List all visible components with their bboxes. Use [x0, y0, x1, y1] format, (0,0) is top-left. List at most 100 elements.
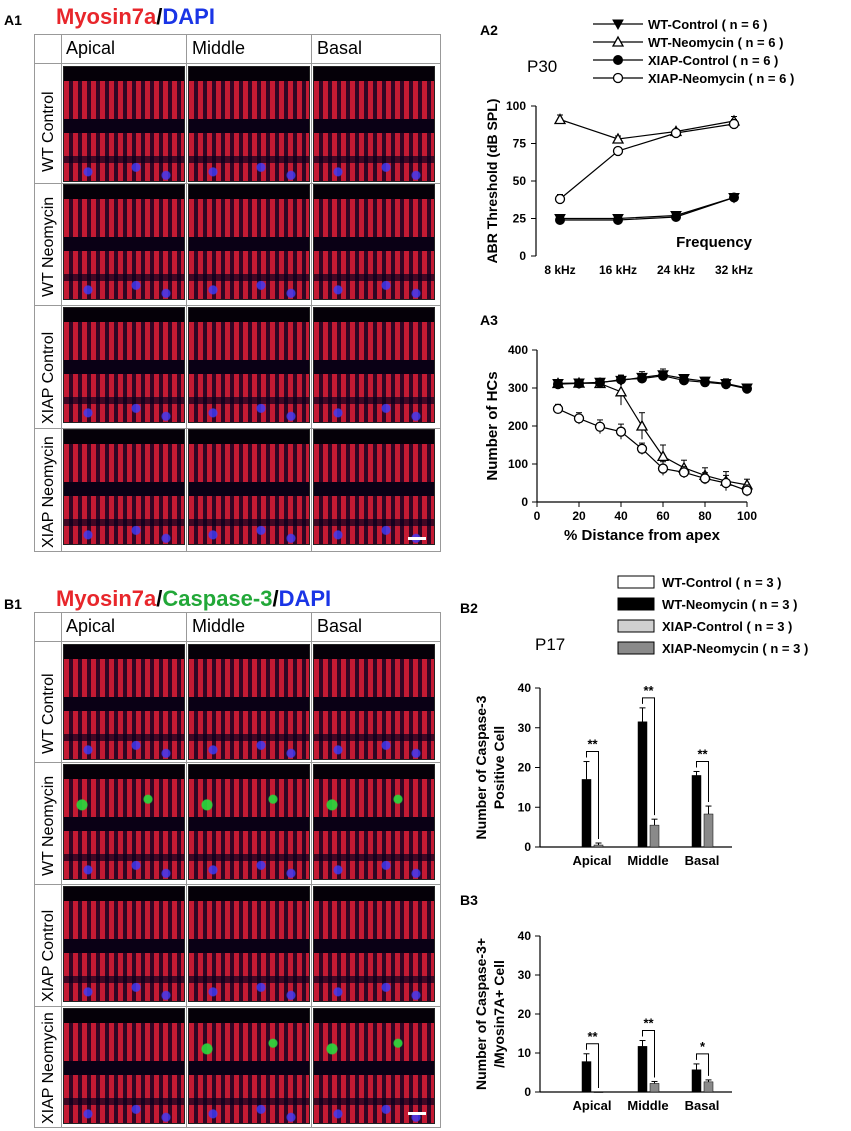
b2-bar: [581, 779, 592, 848]
b3-bar: [581, 1061, 592, 1093]
b3-significance-label: **: [587, 1029, 598, 1044]
a3-data-point: [615, 426, 627, 437]
a1-col-apical: Apical: [66, 38, 116, 58]
a2-data-point: [553, 113, 567, 125]
a3-x-axis-label: % Distance from apex: [564, 527, 721, 544]
a1-micrograph-tile: [63, 429, 185, 545]
a1-micrograph-tile: [313, 307, 435, 423]
a3-data-point: [742, 383, 752, 394]
panel-label-a2: A2: [480, 22, 498, 38]
a3-data-point: [574, 378, 584, 389]
b1-micrograph-tile: [313, 886, 435, 1002]
b3-y-axis-label-line2: /Myosin7A+ Cell: [491, 960, 507, 1068]
a3-data-point: [636, 443, 648, 454]
scale-bar: [408, 1112, 426, 1115]
a3-series-line: [557, 375, 748, 390]
title-part: /: [272, 586, 279, 611]
b3-significance-label: *: [700, 1039, 706, 1054]
b3-significance-bracket: [696, 1053, 709, 1076]
a2-data-point: [612, 145, 624, 157]
legend-b-swatch: [617, 597, 655, 611]
b1-micrograph-tile: [63, 1008, 185, 1124]
legend-a-marker: [612, 19, 624, 31]
a1-micrograph-tile: [313, 66, 435, 182]
b3-bar: [637, 1046, 648, 1093]
b3-x-tick-label: Apical: [572, 1098, 611, 1113]
legend-b-swatch: [617, 575, 655, 589]
a3-x-tick-label: 100: [737, 509, 757, 523]
a3-data-point: [721, 379, 731, 390]
b2-significance-label: **: [643, 683, 654, 698]
chart-a3: 0 100 200 300 400 0 20 40 60 80 100 Number of HCs % …: [484, 343, 757, 544]
title-part: Myosin7a: [56, 586, 157, 611]
a3-y-tick-label: 400: [508, 343, 528, 357]
a2-y-tick-label: 50: [513, 174, 527, 188]
b2-significance-bracket: [586, 751, 599, 840]
legend-b-swatch: [617, 619, 655, 633]
a3-y-tick-label: 0: [521, 495, 528, 509]
a2-data-point: [554, 193, 566, 205]
legend-a-marker: [612, 72, 624, 84]
b1-micrograph-tile: [188, 764, 310, 880]
a1-micrograph-tile: [63, 66, 185, 182]
legend-b-swatch: [617, 641, 655, 655]
b1-micrograph-tile: [188, 644, 310, 760]
a3-x-tick-label: 80: [698, 509, 712, 523]
a3-data-point: [594, 421, 606, 432]
a1-col-middle: Middle: [192, 38, 246, 58]
b2-bar: [703, 813, 714, 848]
title-part: DAPI: [162, 4, 215, 29]
a2-data-point: [670, 127, 682, 139]
a2-x-tick-label: 24 kHz: [657, 263, 695, 277]
a2-series-line: [559, 123, 735, 200]
a3-data-point: [573, 413, 585, 424]
chart-b2: 0 10 20 30 40 Apical Middle Basal Number of Casp…: [473, 635, 732, 868]
b3-y-tick-label: 30: [518, 968, 532, 982]
panel-label-b2: B2: [460, 600, 478, 616]
b2-significance-label: **: [697, 746, 708, 761]
a3-y-tick-label: 300: [508, 381, 528, 395]
a2-y-tick-label: 100: [506, 99, 526, 113]
b3-bar: [649, 1083, 660, 1093]
title-part: Myosin7a: [56, 4, 157, 29]
a2-x-tick-label: 16 kHz: [599, 263, 637, 277]
a2-series-line: [560, 196, 735, 221]
a2-x-tick-label: 8 kHz: [544, 263, 575, 277]
b2-x-tick-label: Middle: [627, 853, 668, 868]
a3-data-point: [700, 377, 710, 388]
b1-stain-title: Myosin7a/Caspase-3/DAPI: [56, 586, 331, 612]
a2-y-tick-label: 0: [519, 249, 526, 263]
title-part: /: [156, 586, 163, 611]
b2-y-axis-label-line1: Number of Caspase-3: [473, 695, 489, 839]
a2-series-line: [560, 196, 735, 220]
b3-y-tick-label: 20: [518, 1007, 532, 1021]
a1-micrograph-tile: [188, 429, 310, 545]
a3-data-point: [658, 370, 668, 381]
a3-data-point: [720, 477, 732, 489]
legend-a: WT-Control ( n = 6 ) WT-Neomycin ( n = 6 …: [593, 17, 794, 86]
a1-micrograph-tile: [63, 184, 185, 300]
b2-y-tick-label: 30: [518, 721, 532, 735]
a1-micrograph-tile: [313, 429, 435, 545]
legend-a-label: XIAP-Control ( n = 6 ): [648, 53, 778, 68]
a1-micrograph-tile: [188, 307, 310, 423]
a2-annotation: P30: [527, 57, 557, 76]
b3-y-tick-label: 0: [524, 1085, 531, 1099]
b3-significance-bracket: [642, 1030, 655, 1078]
a3-data-point: [553, 379, 563, 390]
a3-data-point: [699, 473, 711, 484]
b3-bar: [703, 1081, 714, 1093]
b3-y-tick-label: 10: [518, 1046, 532, 1060]
b2-annotation: P17: [535, 635, 565, 654]
title-part: Caspase-3: [162, 586, 273, 611]
scale-bar: [408, 537, 426, 540]
a2-series-line: [559, 118, 735, 140]
b3-bar: [593, 1091, 604, 1093]
a2-x-axis-label: Frequency: [676, 234, 753, 251]
b2-bar: [691, 775, 702, 848]
b2-bar: [649, 824, 660, 848]
a2-data-point: [728, 118, 740, 130]
b1-micrograph-tile: [313, 1008, 435, 1124]
a1-micrograph-tile: [188, 184, 310, 300]
